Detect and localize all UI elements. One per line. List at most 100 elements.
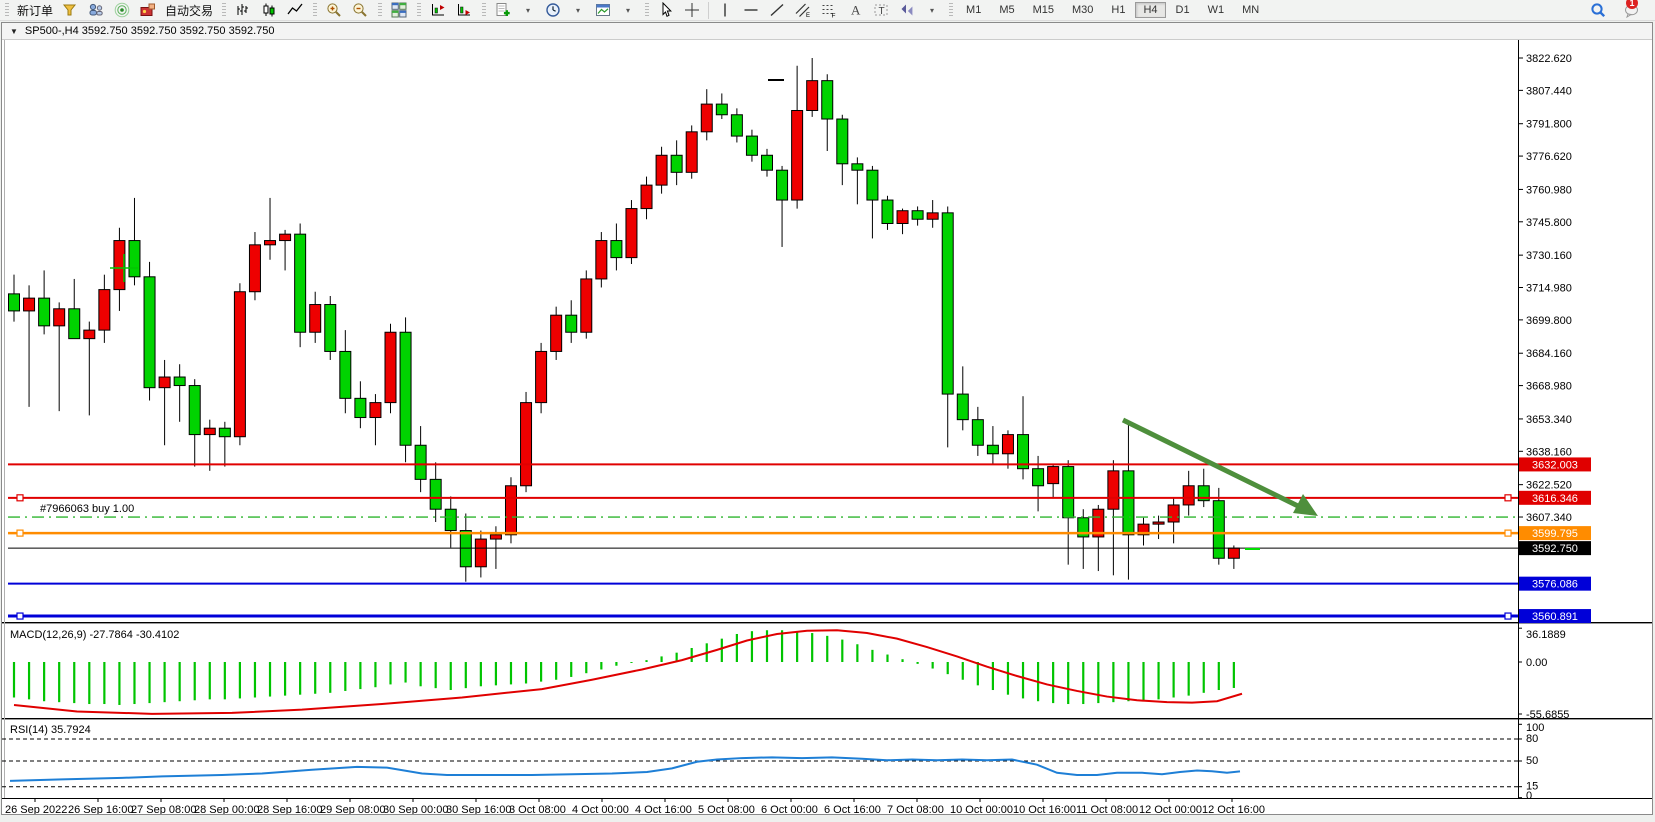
chart-canvas[interactable]: #7966063 buy 1.00 3822.620 3807.440 3791.80… [2,40,1652,814]
timeframe-h4-button[interactable]: H4 [1135,2,1166,18]
time-label: 28 Sep 16:00 [257,804,322,814]
notifications-icon[interactable]: 1 [1619,0,1645,20]
bar-chart-icon[interactable] [230,1,256,20]
drawn-objects[interactable] [110,79,1318,550]
time-label: 29 Sep 08:00 [320,804,385,814]
line-chart-icon[interactable] [282,1,308,20]
svg-text:T: T [879,6,885,17]
price-badge-label: 3592.750 [1532,543,1578,555]
timeframe-w1-button[interactable]: W1 [1207,4,1225,16]
template-icon[interactable] [590,1,616,20]
template-caret[interactable]: ▾ [626,5,631,15]
toolbar-grip [222,2,227,18]
price-tick-label: 3684.160 [1526,348,1572,360]
time-label: 11 Oct 08:00 [1076,804,1138,814]
price-tick-label: 3638.160 [1526,446,1572,458]
text-icon[interactable]: A [842,1,868,20]
periods-clock-icon[interactable] [540,1,566,20]
rsi-axis-label: 80 [1526,733,1538,745]
chart-collapse-icon[interactable]: ▼ [10,26,18,36]
time-label: 6 Oct 00:00 [761,804,818,814]
price-badge-label: 3599.795 [1532,528,1578,540]
chart-autoscroll-icon[interactable] [451,1,477,20]
svg-text:A: A [851,3,861,18]
trend-arrow-head[interactable] [1293,494,1318,516]
main-toolbar: 新订单 自动交易 ▾ ▾ ▾ E F A T ▾ M1 M5 M15 M30 H1 H4 D1 W1 MN 1 [0,0,1655,21]
cursor-icon[interactable] [653,1,679,20]
time-label: 4 Oct 16:00 [635,804,692,814]
channel-icon[interactable]: E [790,1,816,20]
tools-sep [708,1,710,19]
periods-caret[interactable]: ▾ [576,5,581,15]
price-tick-label: 3730.160 [1526,250,1572,262]
horizontal-line-icon[interactable] [738,1,764,20]
zoom-out-icon[interactable] [347,1,373,20]
price-badge [1519,576,1591,591]
timeframe-mn-button[interactable]: MN [1242,4,1260,16]
price-badge-label: 3632.003 [1532,459,1578,471]
arrows-caret[interactable]: ▾ [930,5,935,15]
trendline-icon[interactable] [764,1,790,20]
time-label: 12 Oct 00:00 [1139,804,1202,814]
time-label: 4 Oct 00:00 [572,804,629,814]
chart-shift-icon[interactable] [425,1,451,20]
trend-arrow[interactable] [1121,417,1302,510]
autotrade-icon[interactable] [135,1,161,20]
toolbar-grip [417,2,422,18]
price-tick-label: 3791.800 [1526,119,1572,131]
time-label: 12 Oct 16:00 [1202,804,1265,814]
timeframe-d1-button[interactable]: D1 [1175,4,1190,16]
arrows-icon[interactable] [894,1,920,20]
autotrade-button[interactable]: 自动交易 [165,3,214,18]
chart-window: ▼ SP500-,H4 3592.750 3592.750 3592.750 3… [1,22,1653,815]
price-badge [1519,490,1591,505]
crosshair-icon[interactable] [679,1,705,20]
toolbar-grip [949,2,954,18]
timeframe-m1-button[interactable]: M1 [966,4,982,16]
horizontal-lines[interactable]: #7966063 buy 1.00 [8,463,1518,620]
price-badge-label: 3576.086 [1532,579,1578,591]
time-label: 27 Sep 08:00 [131,804,196,814]
toolbar-grip [313,2,318,18]
new-order-button[interactable]: 新订单 [17,3,54,18]
toolbar-grip [5,2,9,18]
tile-windows-icon[interactable] [386,1,412,20]
price-badge-label: 3616.346 [1532,493,1578,505]
search-icon[interactable] [1585,1,1611,20]
timeframe-h1-button[interactable]: H1 [1111,4,1126,16]
price-tick-label: 3760.980 [1526,184,1572,196]
time-label: 10 Oct 16:00 [1013,804,1076,814]
text-label-icon[interactable]: T [868,1,894,20]
timeframe-m5-button[interactable]: M5 [999,4,1015,16]
timeframe-m15-button[interactable]: M15 [1032,4,1054,16]
rsi-axis-label: 100 [1526,722,1544,734]
rsi-axis-label: 15 [1526,781,1538,793]
price-badge [1519,457,1591,472]
timeframe-m30-button[interactable]: M30 [1072,4,1094,16]
candlestick-chart-icon[interactable] [256,1,282,20]
vertical-line-icon[interactable] [712,1,738,20]
new-chart-icon[interactable] [490,1,516,20]
signals-icon[interactable] [109,1,135,20]
zoom-in-icon[interactable] [321,1,347,20]
line-handle[interactable] [1504,494,1512,502]
order-funnel-icon[interactable] [57,1,83,20]
time-label: 30 Sep 00:00 [383,804,448,814]
chart-titlebar: ▼ SP500-,H4 3592.750 3592.750 3592.750 3… [2,23,1652,40]
time-label: 26 Sep 2022 [5,804,67,814]
line-handle[interactable] [1504,612,1512,620]
rsi-title: RSI(14) 35.7924 [10,724,91,736]
line-handle[interactable] [1504,529,1512,537]
price-axis: 3822.620 3807.440 3791.800 3776.620 3760.980… [1518,53,1591,624]
line-handle[interactable] [16,494,24,502]
price-tick-label: 3714.980 [1526,283,1572,295]
fibonacci-icon[interactable]: F [816,1,842,20]
line-handle[interactable] [16,529,24,537]
line-handle[interactable] [16,612,24,620]
new-chart-caret[interactable]: ▾ [526,5,531,15]
macd-axis-label: 0.00 [1526,657,1547,669]
toolbar-grip [482,2,487,18]
time-label: 6 Oct 16:00 [824,804,881,814]
accounts-icon[interactable] [83,1,109,20]
